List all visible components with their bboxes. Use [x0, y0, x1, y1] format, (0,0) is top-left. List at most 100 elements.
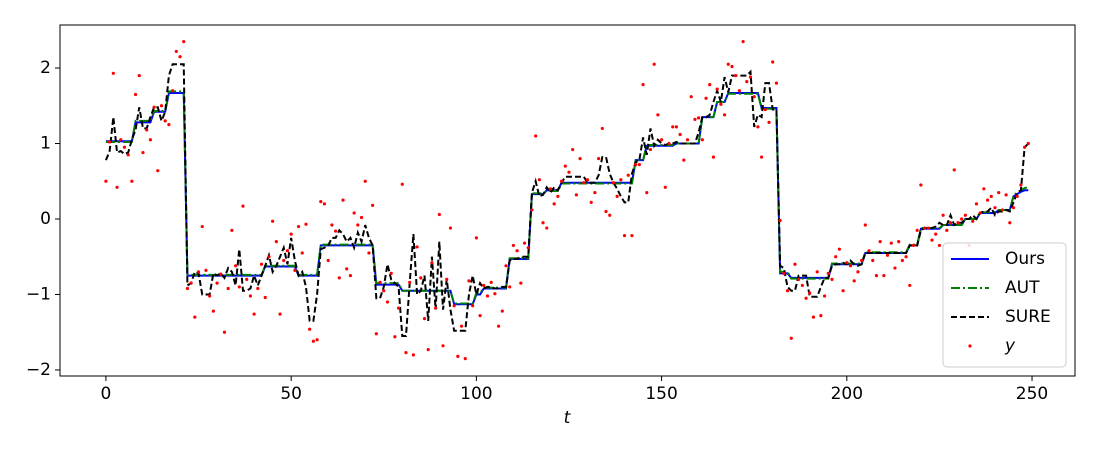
data-point [719, 102, 723, 106]
data-point [537, 178, 541, 182]
x-tick-label: 150 [645, 384, 677, 404]
data-point [415, 245, 419, 249]
data-point [463, 357, 467, 361]
data-point [882, 274, 886, 278]
data-point [552, 202, 556, 206]
data-point [456, 354, 460, 358]
data-point [608, 213, 612, 217]
data-point [604, 209, 608, 214]
data-point [1015, 194, 1019, 198]
data-point [226, 286, 230, 291]
data-point [222, 330, 227, 334]
data-point [993, 206, 997, 210]
data-point [1008, 221, 1012, 225]
data-point [900, 258, 904, 263]
data-point [574, 193, 578, 197]
data-point [841, 289, 845, 293]
data-point [593, 190, 597, 195]
data-point [408, 280, 412, 284]
data-point [545, 226, 549, 230]
data-point [945, 228, 949, 232]
data-point [119, 138, 123, 142]
data-point [145, 128, 149, 132]
data-point [722, 113, 727, 117]
data-point [163, 119, 167, 123]
data-point [804, 296, 808, 300]
data-point [445, 277, 449, 281]
data-point [534, 134, 538, 138]
data-point [589, 200, 593, 204]
data-point [919, 183, 923, 187]
data-point [622, 234, 627, 238]
data-point [282, 258, 286, 263]
data-point [434, 306, 438, 310]
data-point [1000, 208, 1004, 212]
data-point [782, 271, 786, 275]
data-point [278, 312, 282, 316]
data-point [626, 173, 630, 177]
data-point [474, 236, 478, 240]
data-point [937, 243, 942, 248]
data-point [837, 247, 842, 251]
data-point [745, 80, 749, 84]
data-point [645, 190, 649, 195]
data-point [104, 179, 108, 183]
data-point [697, 116, 701, 120]
data-point [115, 185, 119, 189]
x-axis-label: t [564, 408, 572, 428]
legend-label: AUT [1005, 278, 1040, 298]
data-point [289, 232, 293, 236]
data-point [822, 294, 827, 298]
data-point [378, 280, 382, 284]
data-point [156, 169, 160, 173]
data-point [774, 81, 779, 85]
data-point [496, 324, 501, 328]
data-point [556, 194, 560, 198]
data-point [385, 300, 390, 304]
data-point [863, 223, 867, 227]
data-point [437, 212, 441, 217]
data-point [771, 60, 775, 64]
data-point [471, 304, 475, 308]
data-point [319, 200, 323, 204]
data-point [752, 95, 756, 99]
data-point [656, 113, 660, 117]
data-point [374, 332, 378, 336]
data-point [515, 249, 519, 253]
data-point [208, 294, 212, 298]
data-point [860, 258, 864, 263]
data-point [148, 138, 152, 142]
data-point [971, 219, 975, 223]
data-point [700, 138, 704, 142]
data-point [508, 285, 512, 289]
data-point [259, 262, 264, 266]
data-point [874, 274, 879, 278]
data-point [904, 255, 908, 259]
data-point [763, 107, 767, 112]
data-point [400, 182, 404, 186]
data-point [1019, 183, 1023, 187]
plot-frame [59, 24, 1076, 377]
data-point [756, 125, 760, 129]
data-point [126, 153, 130, 157]
data-point [871, 258, 875, 263]
data-point [989, 194, 993, 198]
data-point [778, 218, 782, 223]
data-point [685, 138, 690, 142]
data-point [585, 178, 590, 182]
data-point [893, 266, 897, 270]
data-point [367, 251, 371, 255]
data-point [889, 241, 893, 245]
data-point [708, 83, 712, 87]
data-point [204, 268, 208, 272]
data-point [978, 211, 982, 215]
data-point [815, 270, 819, 274]
data-point [982, 187, 986, 191]
data-point [730, 64, 734, 69]
data-point [219, 272, 223, 276]
data-point [137, 73, 141, 78]
data-point [426, 347, 430, 352]
data-point [285, 249, 290, 253]
data-point [671, 125, 675, 129]
